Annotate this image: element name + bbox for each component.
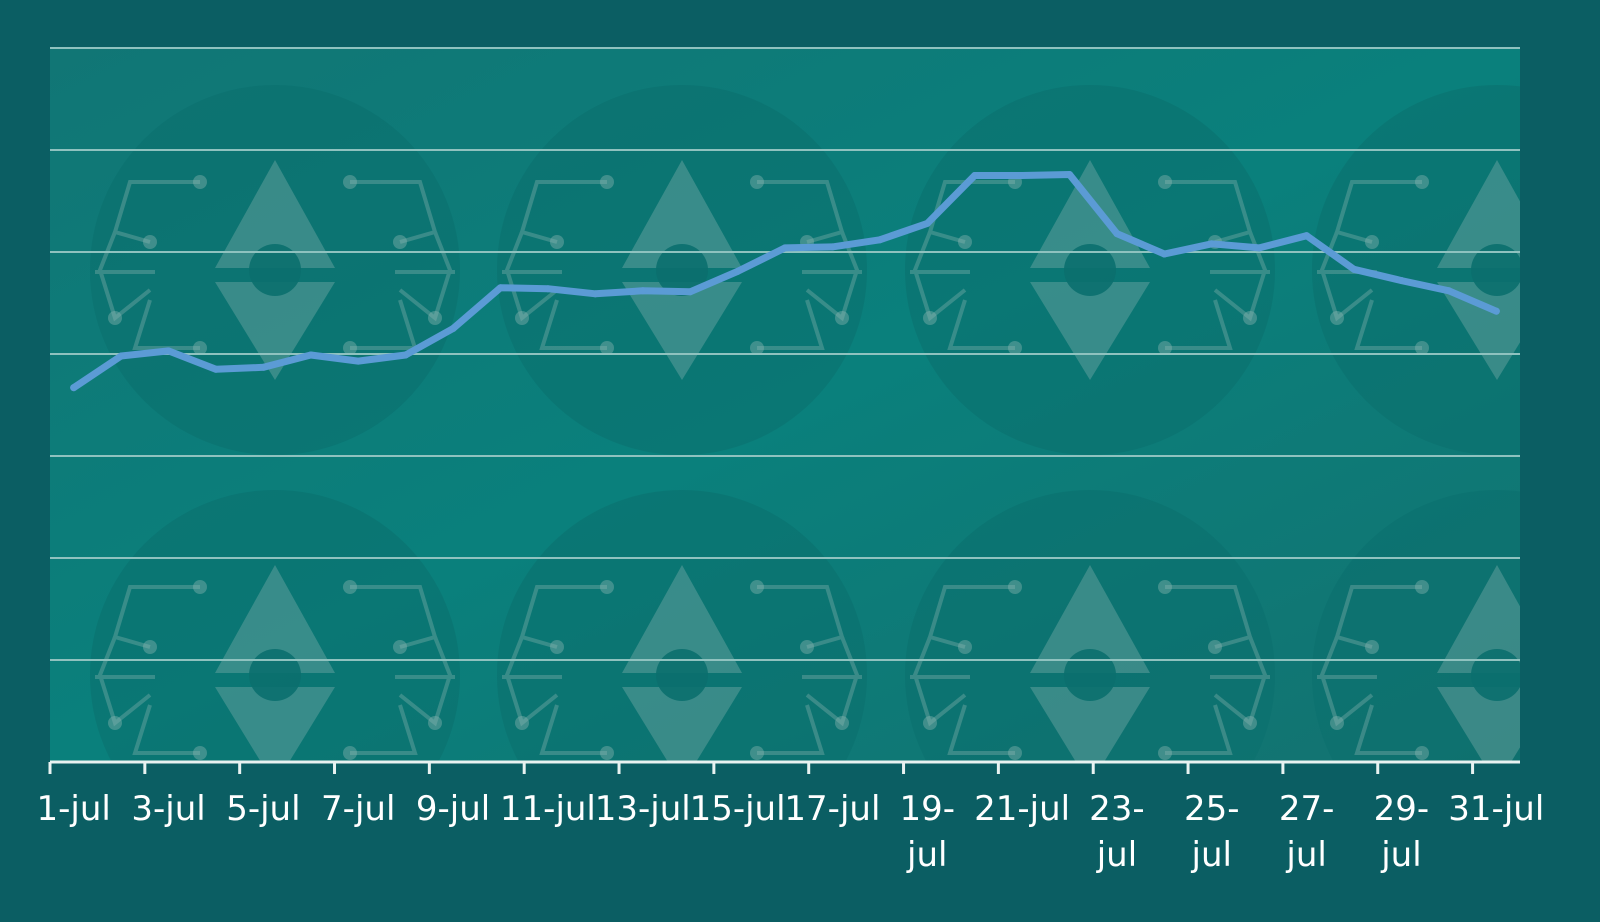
x-tick-label-line: 9-jul — [416, 789, 490, 829]
x-tick-label: 17-jul — [784, 789, 880, 829]
data-point — [1208, 240, 1216, 248]
x-tick-label-line: 11-jul — [500, 789, 596, 829]
x-tick-label: 23- jul — [1089, 789, 1145, 875]
data-point — [307, 351, 315, 359]
data-point — [828, 243, 836, 251]
x-tick-label: 25- jul — [1184, 789, 1240, 875]
data-point — [449, 325, 457, 332]
x-tick-label: 31-jul — [1448, 789, 1544, 829]
x-tick-label-line: jul — [906, 835, 947, 875]
x-tick-label-line: 31-jul — [1448, 789, 1544, 829]
x-tick-label-line: 5-jul — [226, 789, 300, 829]
x-tick-label-line: 1-jul — [37, 789, 111, 829]
x-tick-label: 15-jul — [690, 789, 786, 829]
data-point — [1445, 287, 1453, 295]
data-point — [70, 384, 78, 392]
gear-diamond-logo-icon — [903, 83, 1277, 457]
data-point — [876, 236, 884, 244]
x-tick-label-line: jul — [1285, 835, 1326, 875]
x-tick-label: 1-jul — [37, 789, 111, 829]
x-tick-label: 3-jul — [131, 789, 205, 829]
data-point — [1018, 172, 1026, 179]
y-gridlines — [50, 47, 1520, 661]
x-tick-label-line: jul — [1380, 835, 1421, 875]
x-tick-label: 29- jul — [1374, 789, 1430, 875]
x-tick-label-line: jul — [1096, 835, 1137, 875]
data-point — [1113, 230, 1121, 238]
data-point — [496, 284, 504, 292]
data-point — [117, 352, 125, 360]
data-point — [259, 363, 267, 371]
data-point — [402, 351, 410, 359]
x-tick-label: 7-jul — [321, 789, 395, 829]
x-tick-label-line: 21-jul — [974, 789, 1070, 829]
x-tick-label: 11-jul — [500, 789, 596, 829]
x-tick-label-line: 27- — [1279, 789, 1335, 829]
data-point — [1397, 277, 1405, 285]
x-tick-labels: 1-jul 3-jul 5-jul 7-jul 9-jul 11-jul13-jul15-… — [37, 789, 1545, 875]
data-point — [971, 172, 979, 179]
x-tick-label-line: 23- — [1089, 789, 1145, 829]
data-point — [923, 219, 931, 227]
gear-diamond-logo-icon — [88, 83, 462, 457]
data-point — [544, 285, 552, 293]
x-tick-label: 27- jul — [1279, 789, 1335, 875]
data-point — [1492, 307, 1500, 315]
data-point — [591, 290, 599, 298]
data-point — [165, 347, 173, 355]
data-point — [1066, 170, 1074, 178]
x-tick-label-line: 17-jul — [784, 789, 880, 829]
x-tick-label-line: 25- — [1184, 789, 1240, 829]
data-point — [686, 288, 694, 296]
data-point — [734, 267, 742, 275]
data-point — [639, 287, 647, 295]
data-point — [1160, 250, 1168, 258]
x-tick-label-line: 7-jul — [321, 789, 395, 829]
x-tick-label: 5-jul — [226, 789, 300, 829]
x-tick-label-line: 3-jul — [131, 789, 205, 829]
gear-diamond-logo-icon — [495, 83, 869, 457]
x-tick-label: 19- jul — [899, 789, 955, 875]
data-point — [212, 365, 220, 373]
x-tick-label-line: 15-jul — [690, 789, 786, 829]
x-tick-label: 21-jul — [974, 789, 1070, 829]
x-tick-label-line: 29- — [1374, 789, 1430, 829]
x-tick-label-line: 19- — [899, 789, 955, 829]
data-point — [1350, 265, 1358, 273]
x-axis — [48, 760, 1520, 774]
data-point — [354, 357, 362, 365]
x-tick-label: 13-jul — [595, 789, 691, 829]
data-point — [1255, 244, 1263, 252]
data-point — [781, 244, 789, 252]
series-layer — [70, 170, 1500, 392]
x-tick-label-line: jul — [1191, 835, 1232, 875]
x-tick-label-line: 13-jul — [595, 789, 691, 829]
data-point — [1303, 232, 1311, 240]
x-tick-label: 9-jul — [416, 789, 490, 829]
